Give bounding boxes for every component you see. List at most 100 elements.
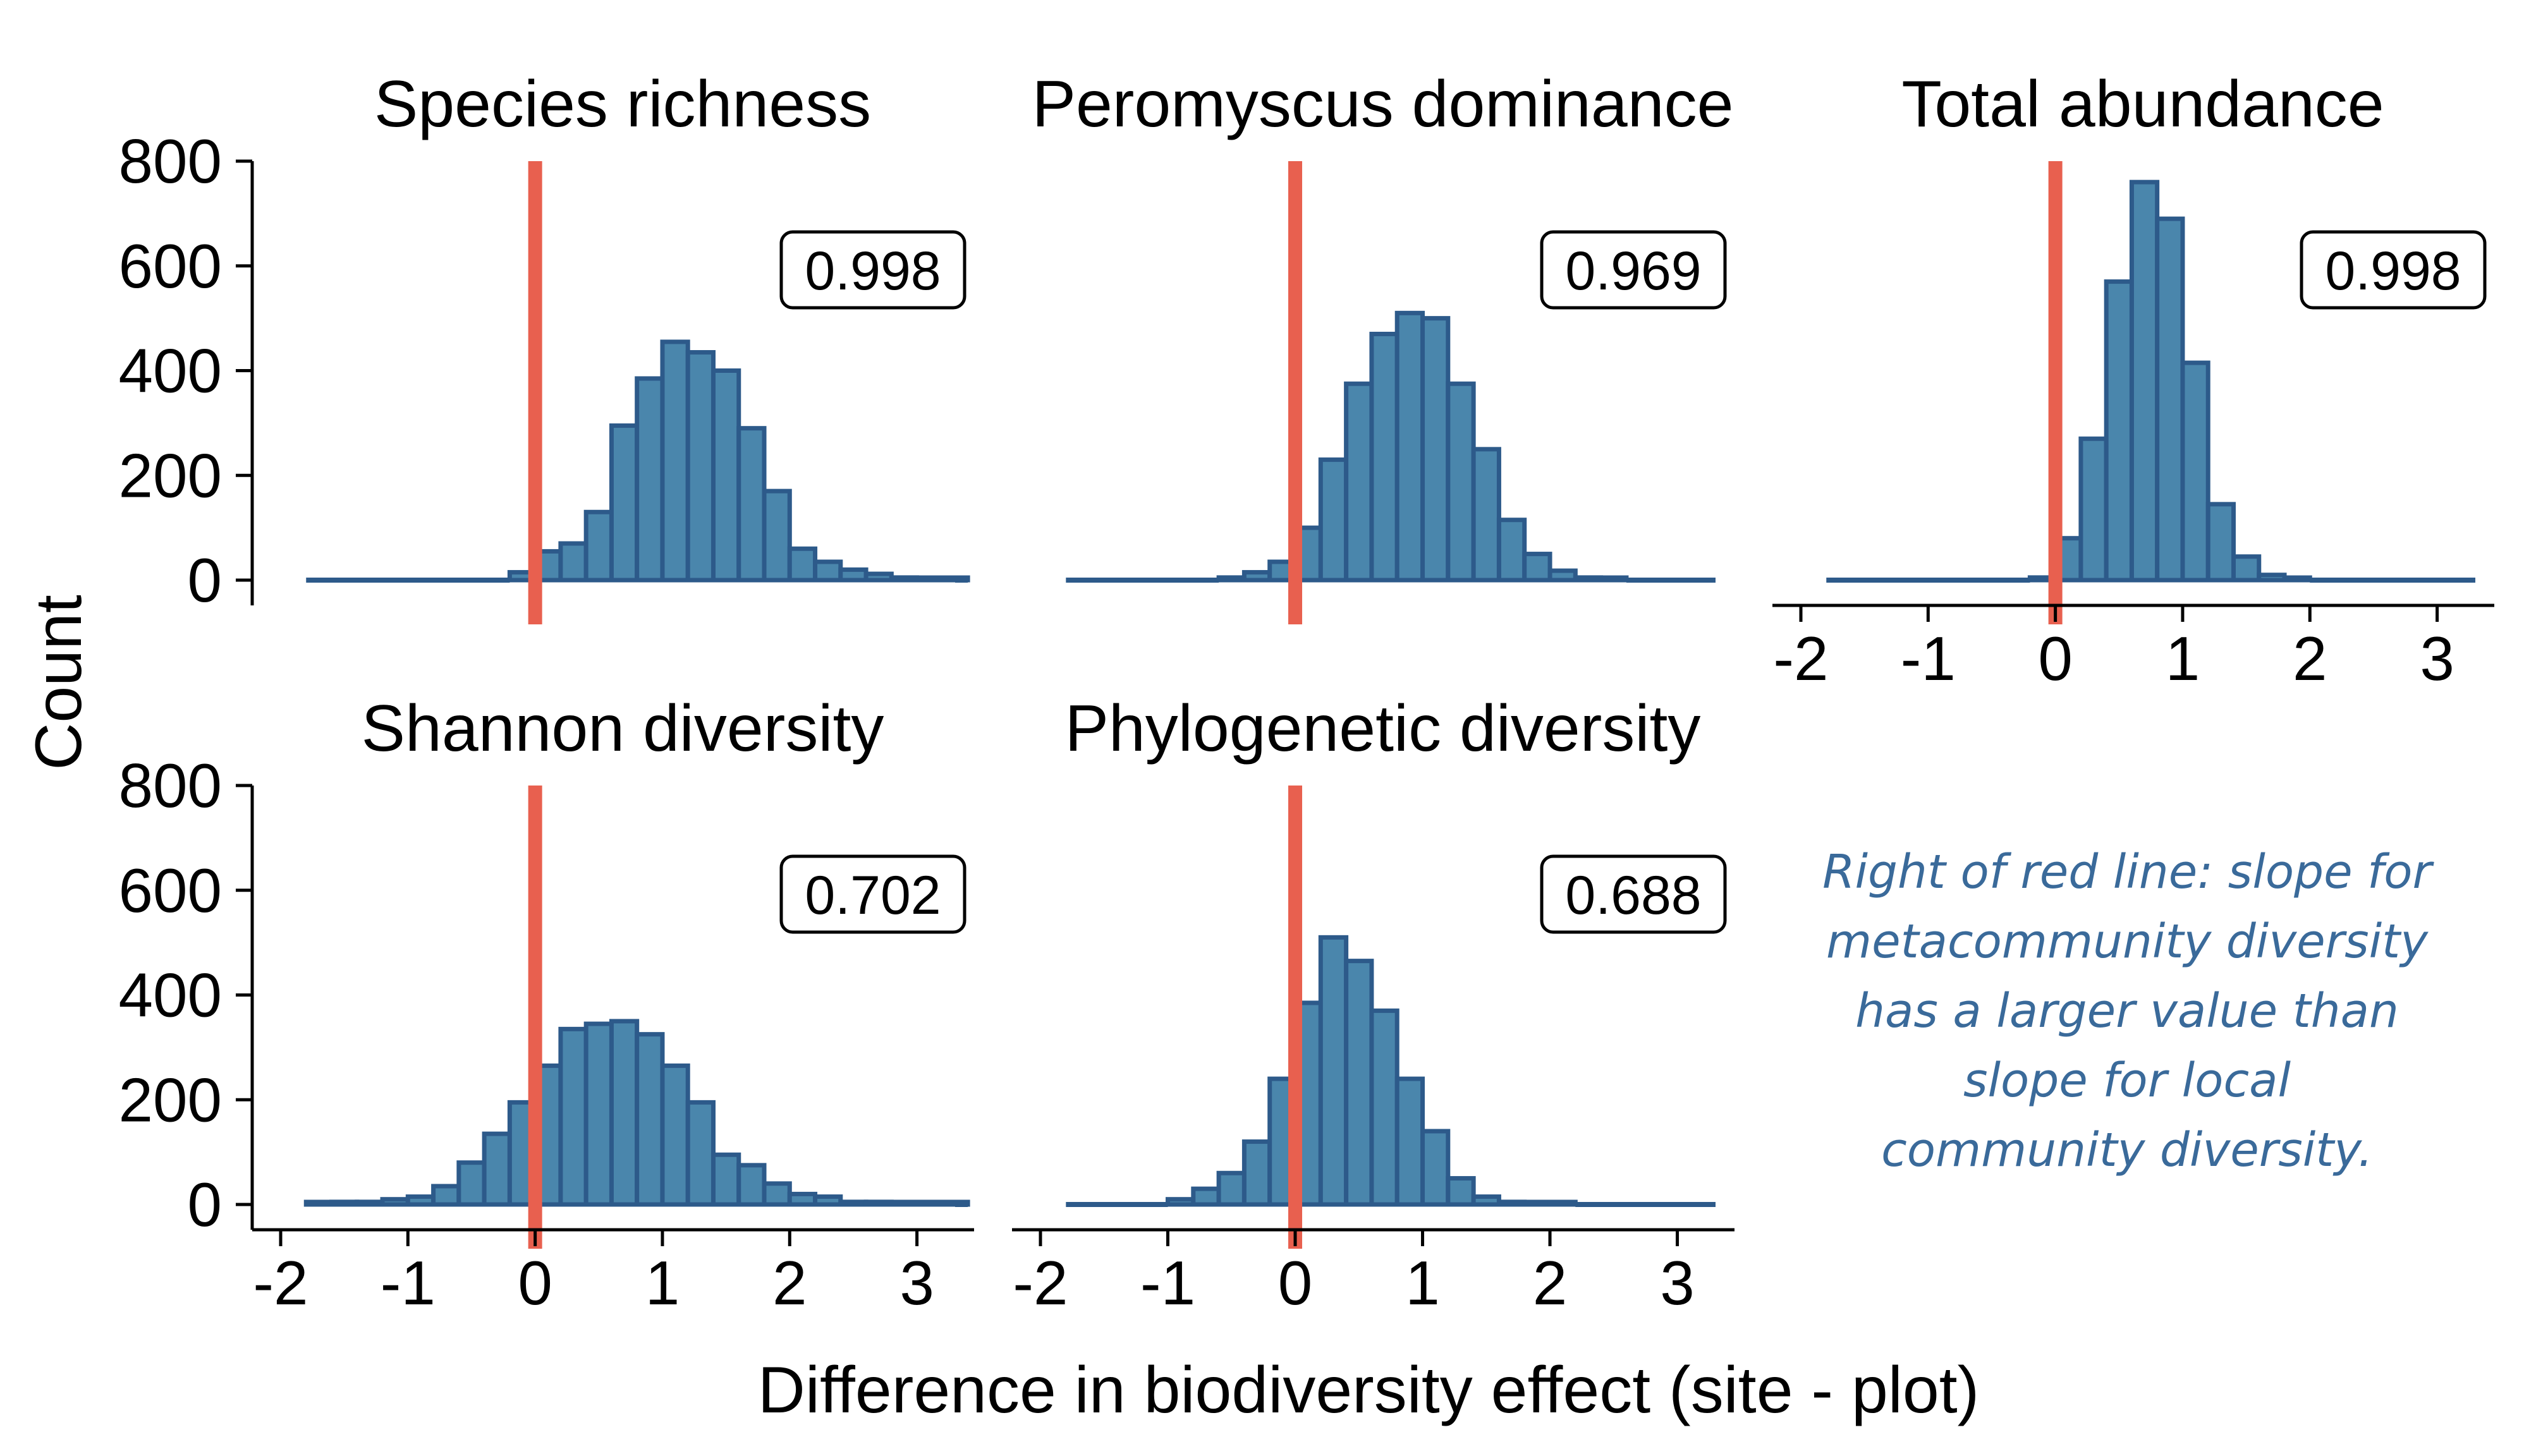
probability-value: 0.702 bbox=[805, 865, 941, 926]
histogram-bar bbox=[1241, 1139, 1272, 1207]
x-tick-label: 1 bbox=[2166, 624, 2200, 693]
histogram-bar bbox=[787, 1191, 818, 1207]
histogram-bar bbox=[1241, 570, 1272, 583]
histogram-bar bbox=[2155, 216, 2185, 583]
y-tick-label: 0 bbox=[187, 545, 222, 615]
histogram-bar bbox=[558, 541, 588, 583]
histogram-bar bbox=[1446, 381, 1476, 583]
histogram-bar bbox=[1166, 1197, 1196, 1207]
probability-box bbox=[779, 230, 966, 310]
histogram-bar bbox=[1547, 1199, 1578, 1207]
x-tick-label: -1 bbox=[381, 1248, 436, 1318]
y-tick-label: 800 bbox=[118, 751, 222, 820]
x-axis-label: Difference in biodiversity effect (site … bbox=[758, 1354, 1980, 1427]
chart-panel: Total abundance 0.998 -2 -1 0 1 2 3 bbox=[1772, 68, 2494, 693]
x-tick-label: 2 bbox=[772, 1248, 807, 1318]
annotation-note: Right of red line: slope for metacommuni… bbox=[1745, 837, 2509, 1185]
note-line: slope for local bbox=[1963, 1053, 2291, 1108]
note-line: community diversity. bbox=[1881, 1123, 2373, 1177]
probability-box bbox=[1540, 854, 1727, 934]
note-line: has a larger value than bbox=[1855, 984, 2399, 1038]
histogram-bar bbox=[762, 488, 792, 583]
histogram-bar bbox=[1547, 568, 1578, 583]
histogram-bar bbox=[482, 1131, 512, 1207]
x-tick-label: -2 bbox=[1013, 1248, 1068, 1318]
histogram-bar bbox=[1369, 1008, 1399, 1207]
histogram-bar bbox=[329, 1199, 360, 1207]
histogram-bar bbox=[1344, 959, 1374, 1207]
panel-title: Phylogenetic diversity bbox=[1065, 692, 1701, 765]
reference-line bbox=[528, 786, 542, 1249]
x-tick-label: 3 bbox=[2420, 624, 2454, 693]
histogram-bar bbox=[456, 1160, 487, 1207]
histogram-bar bbox=[583, 509, 614, 583]
histogram-bar bbox=[635, 376, 665, 583]
histogram-bar bbox=[1420, 1129, 1451, 1207]
histogram-bar bbox=[1446, 1176, 1476, 1207]
y-axis-label: Count bbox=[22, 595, 95, 770]
histogram-bar bbox=[558, 1026, 588, 1207]
reference-line bbox=[1288, 161, 1303, 624]
histogram-bar bbox=[1496, 1199, 1527, 1207]
histogram-bar bbox=[915, 1199, 945, 1207]
chart-panel: Peromyscus dominance 0.969 bbox=[1032, 68, 1734, 624]
x-tick-label: 0 bbox=[1278, 1248, 1313, 1318]
histogram-bar bbox=[889, 1199, 920, 1207]
histogram-bar bbox=[1522, 1199, 1552, 1207]
histogram-bar bbox=[380, 1197, 410, 1207]
histogram-bar bbox=[736, 1163, 767, 1207]
histogram-bar bbox=[2078, 436, 2109, 583]
panel-title: Total abundance bbox=[1901, 68, 2384, 141]
histogram-bar bbox=[863, 571, 894, 583]
histogram-bar bbox=[609, 423, 640, 583]
histogram-bar bbox=[635, 1032, 665, 1207]
reference-line bbox=[1288, 786, 1303, 1249]
histogram-bar bbox=[355, 1199, 385, 1207]
histogram-bar bbox=[2282, 575, 2312, 583]
x-tick-label: -2 bbox=[253, 1248, 308, 1318]
histogram-bar bbox=[2104, 279, 2134, 583]
histogram-bar bbox=[813, 559, 843, 583]
histogram-bar bbox=[2231, 554, 2262, 583]
y-tick-label: 600 bbox=[118, 856, 222, 925]
histogram-bar bbox=[2205, 502, 2236, 583]
reference-line bbox=[2048, 161, 2063, 624]
histogram-bar bbox=[736, 426, 767, 583]
x-tick-label: 3 bbox=[899, 1248, 934, 1318]
histogram-bar bbox=[1522, 552, 1552, 583]
reference-line bbox=[528, 161, 542, 624]
histogram-bar bbox=[710, 1152, 741, 1207]
x-tick-label: 3 bbox=[1660, 1248, 1695, 1318]
histogram-bar bbox=[1191, 1186, 1221, 1207]
chart-panel: Shannon diversity 0.702 0 200 400 600 800 -2 -1 0… bbox=[118, 692, 974, 1318]
histogram-bar bbox=[1394, 310, 1425, 583]
probability-value: 0.688 bbox=[1565, 865, 1701, 926]
histogram-bar bbox=[609, 1019, 640, 1207]
x-tick-label: -2 bbox=[1773, 624, 1828, 693]
probability-value: 0.969 bbox=[1565, 241, 1701, 301]
y-tick-label: 200 bbox=[118, 1065, 222, 1134]
histogram-bar bbox=[838, 567, 869, 583]
histogram-bar bbox=[2257, 573, 2287, 583]
panel-title: Peromyscus dominance bbox=[1032, 68, 1734, 141]
histogram-bar bbox=[1369, 331, 1399, 583]
histogram-bar bbox=[685, 349, 716, 583]
x-tick-label: 1 bbox=[645, 1248, 680, 1318]
histogram-bar bbox=[940, 1199, 970, 1207]
histogram-bar bbox=[1216, 575, 1247, 583]
histogram-bar bbox=[1318, 457, 1349, 583]
histogram-bar bbox=[940, 575, 970, 583]
histogram-bar bbox=[1599, 575, 1629, 583]
histogram-bar bbox=[2180, 360, 2210, 583]
panel-title: Shannon diversity bbox=[362, 692, 884, 765]
histogram-bar bbox=[838, 1199, 869, 1207]
probability-box bbox=[1540, 230, 1727, 310]
y-tick-label: 800 bbox=[118, 126, 222, 196]
y-tick-label: 600 bbox=[118, 231, 222, 301]
histogram-bar bbox=[660, 1063, 690, 1207]
x-tick-label: -1 bbox=[1901, 624, 1956, 693]
histogram-bar bbox=[710, 368, 741, 583]
histogram-bar bbox=[915, 575, 945, 583]
histogram-bar bbox=[431, 1184, 461, 1207]
